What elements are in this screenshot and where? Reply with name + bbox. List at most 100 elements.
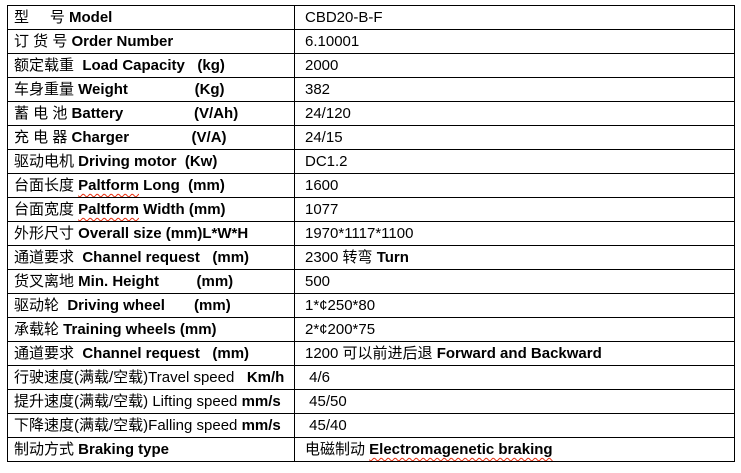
spec-label-cell: 货叉离地 Min. Height (mm) xyxy=(7,269,295,294)
bold-text: Channel request xyxy=(82,249,200,266)
spec-value-cell: 1600 xyxy=(294,173,735,198)
bold-text: Turn xyxy=(376,249,409,266)
table-row: 提升速度(满载/空载) Lifting speed mm/s 45/50 xyxy=(7,389,735,414)
spec-value-cell: 2*¢200*75 xyxy=(294,317,735,342)
spec-label-cell: 提升速度(满载/空载) Lifting speed mm/s xyxy=(7,389,295,414)
table-row: 额定载重 Load Capacity (kg) 2000 xyxy=(7,53,735,78)
bold-text: (Kg) xyxy=(127,81,225,98)
text: 1200 可以前进后退 xyxy=(305,345,437,362)
text: 驱动轮 xyxy=(14,297,68,314)
spec-value-cell: DC1.2 xyxy=(294,149,735,174)
table-row: 车身重量 Weight (Kg) 382 xyxy=(7,77,735,102)
spec-value-cell: 2000 xyxy=(294,53,735,78)
table-row: 台面宽度 Paltform Width (mm) 1077 xyxy=(7,197,735,222)
spec-value-cell: 24/120 xyxy=(294,101,735,126)
bold-text: (mm) xyxy=(164,297,231,314)
bold-text: Forward and Backward xyxy=(436,345,602,362)
text: 1970*1117*1100 xyxy=(305,225,414,242)
spec-label-cell: 外形尺寸 Overall size (mm)L*W*H xyxy=(7,221,295,246)
bold-text: (mm) xyxy=(159,273,234,290)
text: 行驶速度(满载/空载)Travel speed xyxy=(14,369,247,386)
spec-label-cell: 台面宽度 Paltform Width (mm) xyxy=(7,197,295,222)
bold-text: (V/Ah) xyxy=(123,105,239,122)
bold-text: (mm) xyxy=(179,177,225,194)
bold-text: (mm) xyxy=(184,201,226,218)
text: 24/15 xyxy=(305,129,343,146)
bold-text: Braking type xyxy=(78,441,170,458)
spec-value-cell: 电磁制动 Electromagenetic braking xyxy=(294,437,735,462)
bold-text: Driving motor xyxy=(78,153,177,170)
text: 500 xyxy=(305,273,331,290)
table-row: 驱动轮 Driving wheel (mm) 1*¢250*80 xyxy=(7,293,735,318)
spec-table-body: 型 号 Model CBD20-B-F 订 货 号 Order Number 6.10… xyxy=(7,5,735,462)
bold-text: (kg) xyxy=(184,57,225,74)
spec-label-cell: 下降速度(满载/空载)Falling speed mm/s xyxy=(7,413,295,438)
spec-label-cell: 行驶速度(满载/空载)Travel speed Km/h xyxy=(7,365,295,390)
spec-table: 型 号 Model CBD20-B-F 订 货 号 Order Number 6.10… xyxy=(7,5,735,462)
text: 电磁制动 xyxy=(305,441,370,458)
text: CBD20-B-F xyxy=(305,9,383,26)
spec-value-cell: 45/40 xyxy=(294,413,735,438)
text: 型 号 xyxy=(14,9,70,26)
bold-text: mm/s xyxy=(241,393,281,410)
text: 382 xyxy=(305,81,331,98)
text: DC1.2 xyxy=(305,153,348,170)
text: 2000 xyxy=(305,57,339,74)
spec-value-cell: 1077 xyxy=(294,197,735,222)
spec-value-cell: 45/50 xyxy=(294,389,735,414)
spec-label-cell: 通道要求 Channel request (mm) xyxy=(7,245,295,270)
text: 24/120 xyxy=(305,105,351,122)
text: 1600 xyxy=(305,177,339,194)
table-row: 制动方式 Braking type 电磁制动 Electromagenetic b… xyxy=(7,437,735,462)
text: 订 货 号 xyxy=(14,33,72,50)
table-row: 台面长度 Paltform Long (mm) 1600 xyxy=(7,173,735,198)
bold-text: Channel request xyxy=(82,345,200,362)
text: 1077 xyxy=(305,201,339,218)
bold-text: Width xyxy=(139,201,185,218)
bold-text: Km/h xyxy=(246,369,285,386)
bold-text: Charger xyxy=(71,129,130,146)
text: 提升速度(满载/空载) Lifting speed xyxy=(14,393,242,410)
table-row: 承载轮 Training wheels (mm) 2*¢200*75 xyxy=(7,317,735,342)
spec-value-cell: 2300 转弯 Turn xyxy=(294,245,735,270)
text: 2*¢200*75 xyxy=(305,321,376,338)
spec-label-cell: 驱动轮 Driving wheel (mm) xyxy=(7,293,295,318)
bold-text: Battery xyxy=(71,105,124,122)
misspelled-text: Paltform xyxy=(78,201,140,218)
table-row: 驱动电机 Driving motor (Kw) DC1.2 xyxy=(7,149,735,174)
bold-text: Overall size (mm)L*W*H xyxy=(78,225,249,242)
text: 承载轮 xyxy=(14,321,64,338)
bold-text: Model xyxy=(69,9,113,26)
spec-label-cell: 订 货 号 Order Number xyxy=(7,29,295,54)
table-row: 下降速度(满载/空载)Falling speed mm/s 45/40 xyxy=(7,413,735,438)
bold-text: Load Capacity xyxy=(82,57,185,74)
bold-text: (mm) xyxy=(199,345,250,362)
text: 制动方式 xyxy=(14,441,79,458)
spec-label-cell: 额定载重 Load Capacity (kg) xyxy=(7,53,295,78)
spec-label-cell: 车身重量 Weight (Kg) xyxy=(7,77,295,102)
spec-label-cell: 蓄 电 池 Battery (V/Ah) xyxy=(7,101,295,126)
bold-text: Order Number xyxy=(71,33,174,50)
table-row: 充 电 器 Charger (V/A) 24/15 xyxy=(7,125,735,150)
table-row: 行驶速度(满载/空载)Travel speed Km/h 4/6 xyxy=(7,365,735,390)
bold-text: Weight xyxy=(78,81,128,98)
bold-text: Training wheels (mm) xyxy=(63,321,217,338)
bold-text: mm/s xyxy=(241,417,281,434)
spec-value-cell: 6.10001 xyxy=(294,29,735,54)
text: 1*¢250*80 xyxy=(305,297,376,314)
text: 蓄 电 池 xyxy=(14,105,72,122)
table-row: 蓄 电 池 Battery (V/Ah) 24/120 xyxy=(7,101,735,126)
text: 驱动电机 xyxy=(14,153,79,170)
text: 45/50 xyxy=(305,393,347,410)
spec-value-cell: 4/6 xyxy=(294,365,735,390)
text: 下降速度(满载/空载)Falling speed xyxy=(14,417,242,434)
text: 2300 转弯 xyxy=(305,249,377,266)
spec-label-cell: 制动方式 Braking type xyxy=(7,437,295,462)
text: 外形尺寸 xyxy=(14,225,79,242)
bold-text: (Kw) xyxy=(176,153,218,170)
bold-text: Min. Height xyxy=(78,273,159,290)
spec-label-cell: 驱动电机 Driving motor (Kw) xyxy=(7,149,295,174)
spec-value-cell: 1200 可以前进后退 Forward and Backward xyxy=(294,341,735,366)
text: 4/6 xyxy=(305,369,331,386)
